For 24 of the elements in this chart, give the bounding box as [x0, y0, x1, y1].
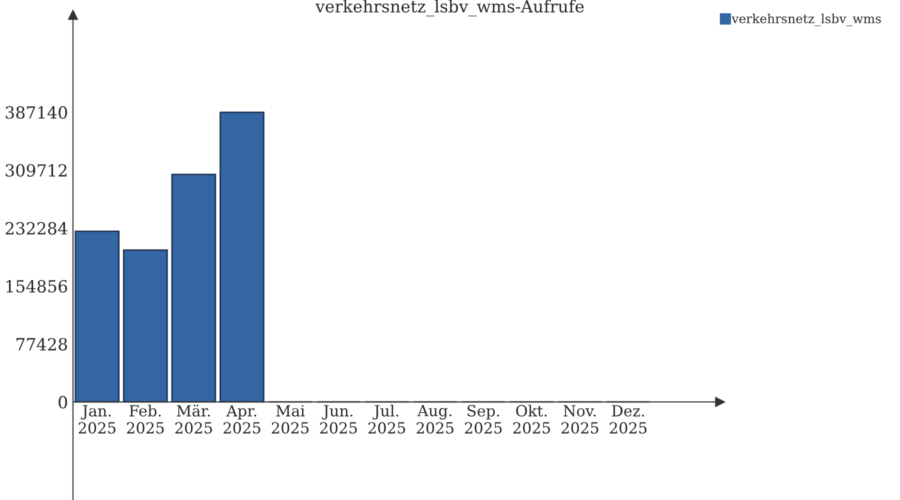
- x-tick-label: Mai 2025: [272, 405, 309, 434]
- bar: [74, 230, 120, 403]
- x-tick-label: Sep. 2025: [465, 405, 502, 434]
- x-tick-label: Okt. 2025: [513, 404, 550, 434]
- x-tick-label: Dez. 2025: [610, 405, 647, 434]
- y-tick-label: 387140: [6, 106, 68, 119]
- x-tick-label: Jul. 2025: [368, 404, 406, 434]
- bar: [171, 174, 216, 403]
- legend-label: verkehrsnetz_lsbv_wms: [732, 14, 881, 26]
- y-tick-label: 309712: [6, 164, 66, 177]
- bar: [220, 112, 264, 403]
- x-tick-label: Aug. 2025: [416, 404, 454, 434]
- y-tick-label: 0: [58, 396, 68, 409]
- x-tick-label: Nov. 2025: [562, 405, 598, 434]
- y-tick-label: 77428: [16, 338, 68, 351]
- y-tick-label: 232284: [6, 222, 68, 235]
- x-tick-label: Jan. 2025: [78, 405, 116, 434]
- chart-title: verkehrsnetz_lsbv_wms-Aufrufe: [315, 0, 584, 16]
- y-tick-label: 154856: [6, 280, 68, 293]
- bar: [123, 249, 168, 403]
- x-tick-label: Apr. 2025: [224, 405, 260, 434]
- x-tick-label: Mär. 2025: [175, 404, 212, 434]
- x-tick-label: Jun. 2025: [320, 405, 357, 434]
- x-tick-label: Feb. 2025: [127, 404, 164, 434]
